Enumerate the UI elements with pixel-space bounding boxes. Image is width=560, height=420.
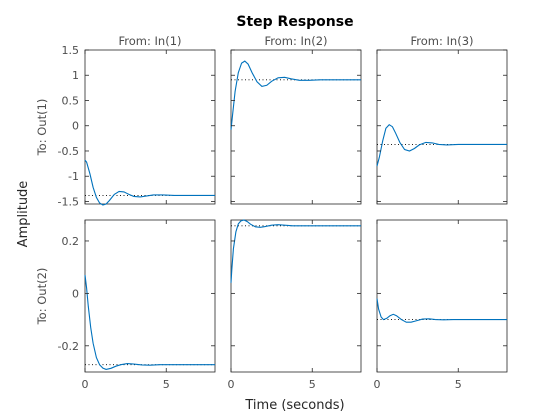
panel-1-2-response-curve [230,60,361,130]
panel-2-3-frame [376,219,508,373]
x-axis-label: Time (seconds) [244,398,344,413]
input-label-2: From: In(2) [265,34,328,48]
y-tick-label-row1-3: 0 [72,120,79,133]
panel-1-2 [230,49,362,205]
panel-2-2-frame [230,219,362,373]
y-tick-label-row2-0: 0.2 [62,235,80,248]
x-tick-label-col3-0: 0 [374,378,381,391]
panel-1-3 [376,49,508,205]
x-tick-label-col2-0: 0 [228,378,235,391]
y-tick-label-row2-2: -0.2 [58,340,79,353]
input-label-1: From: In(1) [119,34,182,48]
y-tick-label-row1-2: 0.5 [62,94,80,107]
y-tick-label-row1-6: -1.5 [58,195,79,208]
panel-2-3-response-curve [376,298,507,323]
panel-2-1-response-curve [84,274,215,370]
panel-2-1: 0.2 0 -0.2 0 5 [58,219,216,391]
subplot-grid: 1.510.50-0.5-1-1.50.20-0.20 5 0 5 0 5 [58,44,508,391]
x-tick-label-col2-1: 5 [309,378,316,391]
panel-1-2-frame [230,49,362,205]
output-label-2: To: Out(2) [35,268,49,326]
y-tick-label-row1-0: 1.5 [62,44,80,57]
output-label-1: To: Out(1) [35,99,49,157]
panel-2-1-frame [84,219,216,373]
panel-1-1: 1.5 1 0.5 0 -0.5 -1 -1.5 [58,44,216,208]
input-label-3: From: In(3) [411,34,474,48]
panel-1-3-response-curve [376,123,507,167]
chart-title: Step Response [236,14,353,30]
x-tick-label-col1-1: 5 [163,378,170,391]
y-tick-label-row1-5: -1 [68,170,79,183]
panel-1-1-frame [84,49,216,205]
panel-2-2-response-curve [230,219,361,283]
x-tick-label-col3-1: 5 [455,378,462,391]
y-tick-label-row1-1: 1 [72,69,79,82]
y-tick-label-row1-4: -0.5 [58,145,79,158]
y-tick-label-row2-1: 0 [72,287,79,300]
y-axis-label: Amplitude [16,181,31,248]
x-tick-label-col1-0: 0 [82,378,89,391]
panel-1-3-frame [376,49,508,205]
panel-1-1-response-curve [84,159,215,206]
